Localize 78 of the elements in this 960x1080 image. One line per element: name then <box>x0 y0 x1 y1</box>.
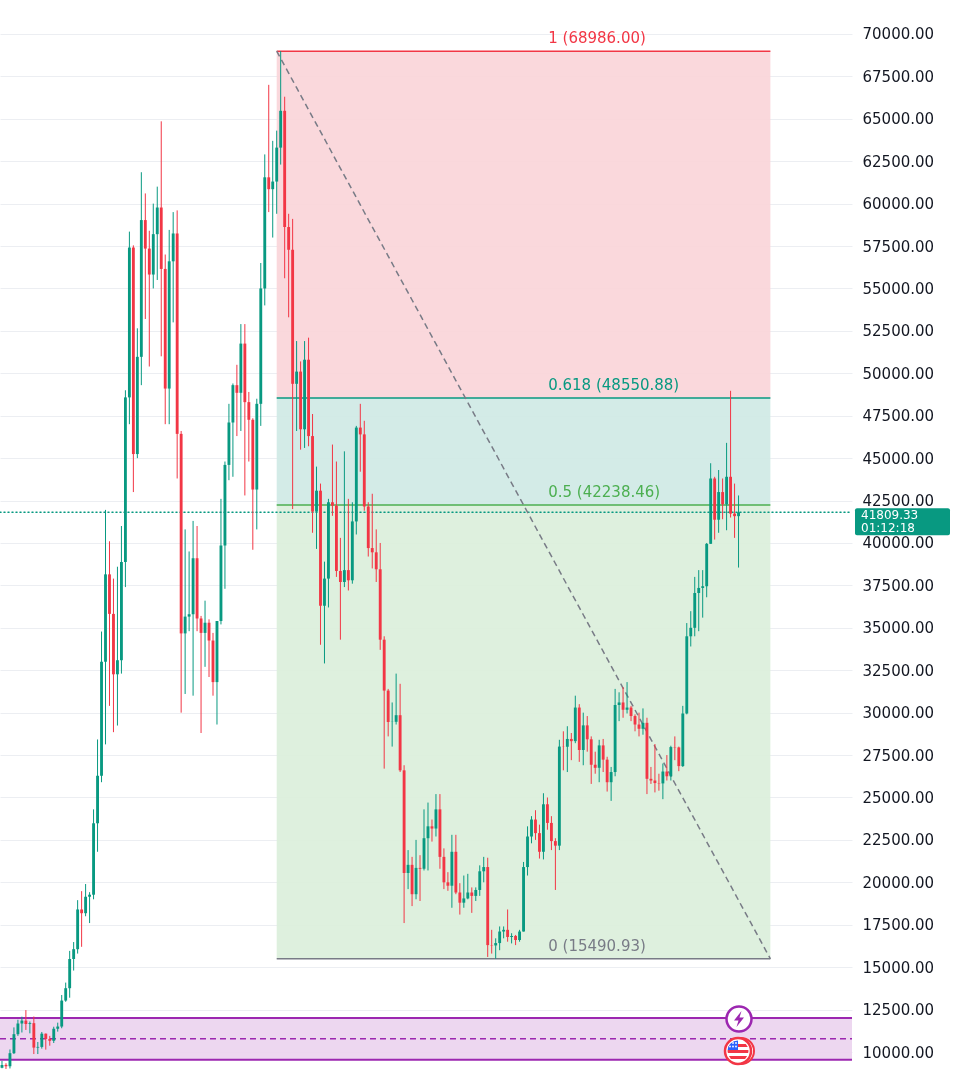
y-tick-label: 17500.00 <box>862 916 935 935</box>
candlestick <box>287 213 291 318</box>
candlestick <box>28 1020 32 1034</box>
y-tick-label: 60000.00 <box>862 195 935 214</box>
candlestick <box>64 982 68 1003</box>
candlestick <box>538 824 541 860</box>
y-tick-label: 30000.00 <box>862 704 935 723</box>
ref-line-label: 1 (68986.00) <box>548 29 646 48</box>
y-tick-label: 67500.00 <box>862 67 935 86</box>
candlestick <box>689 610 693 647</box>
ref-line-label: 0.5 (42238.46) <box>548 482 661 501</box>
candlestick <box>498 925 502 951</box>
y-tick-label: 15000.00 <box>862 958 935 977</box>
candlestick <box>546 796 549 831</box>
y-tick-label: 20000.00 <box>862 873 935 892</box>
candlestick <box>585 715 589 753</box>
candlestick <box>530 815 533 844</box>
candlestick <box>534 809 537 841</box>
candlestick <box>593 751 597 775</box>
y-tick-label: 32500.00 <box>862 661 935 680</box>
candlestick <box>80 890 84 948</box>
candlestick <box>462 875 466 909</box>
y-tick-label: 55000.00 <box>862 279 935 298</box>
candlestick <box>116 566 119 727</box>
candlestick <box>470 886 474 914</box>
candlestick <box>370 493 374 569</box>
y-tick-label: 35000.00 <box>862 619 935 638</box>
candlestick <box>569 732 573 761</box>
candlestick <box>510 932 514 944</box>
candlestick <box>549 815 553 851</box>
y-tick-label: 52500.00 <box>862 322 935 341</box>
candlestick <box>621 686 625 719</box>
y-tick-label: 70000.00 <box>862 25 935 44</box>
candlestick <box>36 1041 40 1055</box>
y-tick-label: 25000.00 <box>862 788 935 807</box>
candlestick <box>24 1009 28 1031</box>
candlestick <box>597 739 601 783</box>
ref-line-label: 0.618 (48550.88) <box>548 375 680 394</box>
candlestick <box>565 725 569 773</box>
candlestick <box>394 673 398 726</box>
y-tick-label: 62500.00 <box>862 152 935 171</box>
candlestick <box>418 854 422 902</box>
candlestick <box>406 849 410 890</box>
ref-line-label: 0 (15490.93) <box>548 936 646 955</box>
candlestick <box>553 837 557 891</box>
candlestick <box>478 864 482 897</box>
candlestick <box>430 819 434 843</box>
candlestick <box>331 444 334 517</box>
y-tick-label: 57500.00 <box>862 237 935 256</box>
y-tick-label: 47500.00 <box>862 407 935 426</box>
y-tick-label: 50000.00 <box>862 364 935 383</box>
y-tick-label: 10000.00 <box>862 1043 935 1062</box>
candlestick <box>697 569 701 632</box>
candlestick <box>267 84 271 213</box>
candlestick <box>84 883 88 917</box>
candlestick <box>183 528 187 695</box>
y-tick-label: 12500.00 <box>862 1001 935 1020</box>
candlestick <box>346 498 350 591</box>
y-tick-label: 27500.00 <box>862 746 935 765</box>
candlestick <box>482 856 486 883</box>
candlestick <box>701 569 705 619</box>
candlestick <box>661 763 665 800</box>
candlestick <box>235 364 239 437</box>
candlestick <box>677 746 681 772</box>
candlestick <box>374 528 378 583</box>
candlestick <box>721 477 725 520</box>
y-tick-label: 37500.00 <box>862 576 935 595</box>
y-tick-label: 40000.00 <box>862 534 935 553</box>
candlestick <box>338 537 342 641</box>
candlestick <box>271 140 275 239</box>
candlestick <box>72 941 76 972</box>
y-tick-label: 45000.00 <box>862 449 935 468</box>
candlestick <box>358 403 362 473</box>
text: 01:12:18 <box>861 520 915 535</box>
y-tick-label: 65000.00 <box>862 110 935 129</box>
y-tick-label: 22500.00 <box>862 831 935 850</box>
candlestick <box>88 891 92 924</box>
candlestick <box>506 908 510 943</box>
